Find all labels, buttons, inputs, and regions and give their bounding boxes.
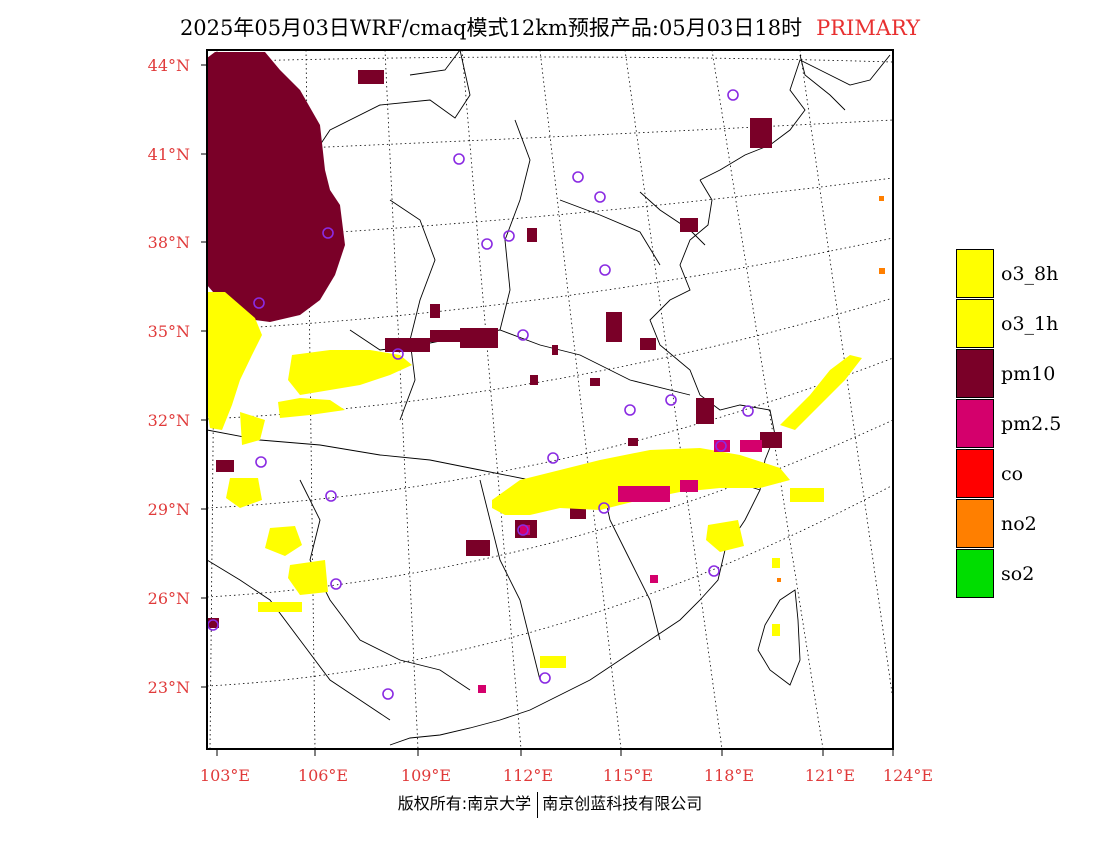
pm25-layer (478, 440, 762, 693)
lon-label: 121°E (804, 766, 856, 785)
legend-item-pm10: pm10 (956, 349, 1086, 399)
footer-separator (537, 791, 539, 818)
lat-label: 41°N (147, 145, 190, 164)
footer-copyright: 版权所有:南京大学 (397, 794, 532, 813)
lat-label: 32°N (147, 411, 190, 430)
lon-label: 124°E (882, 766, 934, 785)
legend-label: o3_1h (1001, 313, 1059, 335)
legend-item-co: co (956, 449, 1086, 499)
lat-label: 23°N (147, 678, 190, 697)
legend-label: so2 (1001, 563, 1035, 585)
lon-label: 112°E (502, 766, 554, 785)
footer-company: 南京创蓝科技有限公司 (542, 794, 703, 813)
legend-label: pm2.5 (1001, 413, 1062, 435)
legend-swatch (956, 399, 994, 448)
copyright-footer: 版权所有:南京大学 南京创蓝科技有限公司 (0, 790, 1100, 818)
legend-swatch (956, 549, 994, 598)
o3-layer (207, 292, 862, 668)
legend-item-pm25: pm2.5 (956, 399, 1086, 449)
lat-label: 44°N (147, 56, 190, 75)
legend-label: co (1001, 463, 1024, 485)
legend-label: no2 (1001, 513, 1037, 535)
legend-label: pm10 (1001, 363, 1056, 385)
lat-label: 35°N (147, 322, 190, 341)
map-frame (206, 49, 894, 750)
lon-label: 118°E (703, 766, 755, 785)
map-title: 2025年05月03日WRF/cmaq模式12km预报产品:05月03日18时 P… (0, 12, 1100, 42)
lat-label: 29°N (147, 500, 190, 519)
legend-swatch (956, 299, 994, 348)
axis-ticks (201, 64, 894, 756)
lat-label: 38°N (147, 233, 190, 252)
title-main: 2025年05月03日WRF/cmaq模式12km预报产品:05月03日18时 (179, 16, 803, 40)
lon-label: 103°E (199, 766, 251, 785)
legend-item-o3-8h: o3_8h (956, 249, 1086, 299)
legend-item-so2: so2 (956, 549, 1086, 599)
legend-swatch (956, 249, 994, 298)
no2-layer (777, 196, 885, 582)
legend-item-no2: no2 (956, 499, 1086, 549)
legend: o3_8h o3_1h pm10 pm2.5 co no2 so2 (956, 249, 1086, 599)
lat-label: 26°N (147, 589, 190, 608)
lon-label: 109°E (400, 766, 452, 785)
station-markers (207, 89, 754, 700)
legend-swatch (956, 449, 994, 498)
title-tag: PRIMARY (816, 16, 921, 40)
legend-swatch (956, 349, 994, 398)
legend-swatch (956, 499, 994, 548)
lon-label: 106°E (297, 766, 349, 785)
legend-item-o3-1h: o3_1h (956, 299, 1086, 349)
lon-label: 115°E (602, 766, 654, 785)
legend-label: o3_8h (1001, 263, 1059, 285)
